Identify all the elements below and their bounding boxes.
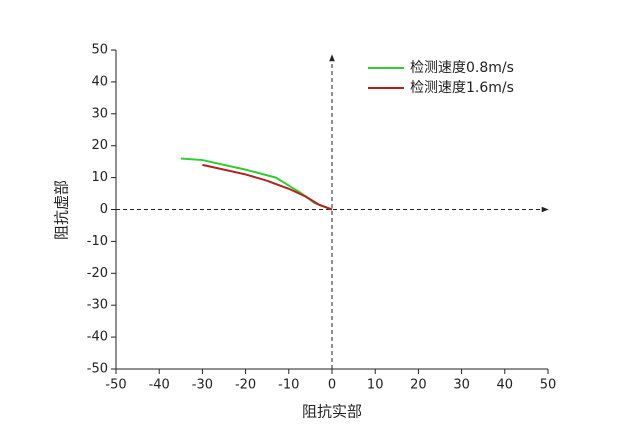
x-tick-label: 50	[540, 378, 557, 393]
x-tick-label: 0	[328, 378, 336, 393]
y-tick-label: 10	[91, 170, 108, 185]
legend-label: 检测速度1.6m/s	[410, 80, 514, 96]
y-axis-label: 阻抗虚部	[53, 180, 71, 240]
y-tick-label: -20	[87, 266, 108, 281]
x-tick-label: 30	[453, 378, 470, 393]
y-tick-label: 30	[91, 106, 108, 121]
x-axis-label: 阻抗实部	[302, 403, 362, 421]
y-tick-label: -10	[87, 234, 108, 249]
y-tick-label: 40	[91, 74, 108, 89]
y-tick-label: -40	[87, 330, 108, 345]
x-tick-label: -30	[192, 378, 213, 393]
series-line	[180, 157, 333, 211]
y-tick-label: 50	[91, 43, 108, 58]
x-tick-label: -10	[278, 378, 299, 393]
x-tick-label: 20	[410, 378, 427, 393]
series-line	[202, 163, 333, 211]
y-tick-label: -50	[87, 362, 108, 377]
x-tick-label: -50	[105, 378, 126, 393]
y-tick-label: -30	[87, 298, 108, 313]
x-tick-label: 10	[367, 378, 384, 393]
y-tick-label: 20	[91, 138, 108, 153]
y-tick-label: 0	[100, 202, 108, 217]
x-tick-label: 40	[497, 378, 514, 393]
x-tick-label: -20	[235, 378, 256, 393]
x-tick-label: -40	[149, 378, 170, 393]
legend-label: 检测速度0.8m/s	[410, 60, 514, 76]
